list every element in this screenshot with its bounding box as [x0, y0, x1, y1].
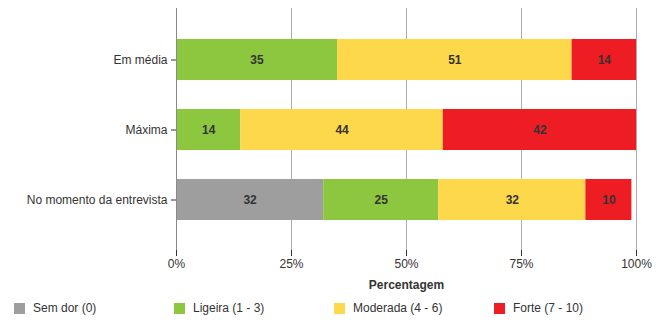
- svg-text:50%: 50%: [394, 257, 418, 271]
- html-text:Ligeira (1 - 3): Ligeira (1 - 3): [193, 301, 265, 315]
- svg-text:75%: 75%: [509, 257, 533, 271]
- svg-text:42: 42: [533, 123, 547, 137]
- svg-text:10: 10: [602, 193, 616, 207]
- svg-text:51: 51: [448, 53, 462, 67]
- html-text:Forte (7 - 10): Forte (7 - 10): [513, 301, 583, 315]
- svg-text:Percentagem: Percentagem: [369, 278, 444, 292]
- svg-text:14: 14: [598, 53, 612, 67]
- svg-text:32: 32: [243, 193, 257, 207]
- svg-text:100%: 100%: [621, 257, 652, 271]
- svg-text:Em média: Em média: [113, 53, 167, 67]
- svg-text:35: 35: [250, 53, 264, 67]
- svg-text:25: 25: [375, 193, 389, 207]
- svg-text:32: 32: [506, 193, 520, 207]
- svg-text:44: 44: [335, 123, 349, 137]
- html-text:Sem dor (0): Sem dor (0): [33, 301, 97, 315]
- svg-text:14: 14: [202, 123, 216, 137]
- svg-text:Máxima: Máxima: [125, 123, 167, 137]
- svg-text:0%: 0%: [168, 257, 186, 271]
- svg-text:No momento da entrevista: No momento da entrevista: [27, 193, 168, 207]
- html-text:Moderada (4 - 6): Moderada (4 - 6): [353, 301, 443, 315]
- svg-text:25%: 25%: [279, 257, 303, 271]
